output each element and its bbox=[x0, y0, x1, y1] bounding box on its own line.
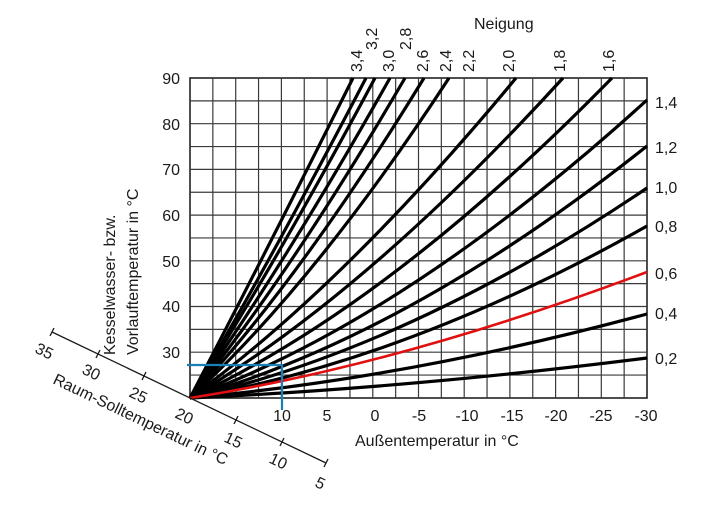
x-tick-10: 10 bbox=[273, 408, 291, 425]
slope-label-1-8: 1,8 bbox=[552, 50, 569, 72]
curve-3-4 bbox=[188, 77, 355, 399]
slope-label-0-4: 0,4 bbox=[655, 306, 677, 323]
slope-label-3-4: 3,4 bbox=[349, 50, 366, 72]
room-axis-ticks: 35 30 25 20 15 10 5 bbox=[32, 340, 327, 493]
slope-label-2-4: 2,4 bbox=[438, 50, 455, 72]
heating-curves bbox=[188, 76, 649, 400]
room-temperature-axis bbox=[49, 327, 329, 468]
x-tick-m30: -30 bbox=[634, 408, 657, 425]
y-tick-60: 60 bbox=[162, 208, 180, 225]
room-tick-25: 25 bbox=[126, 384, 149, 407]
curve-3-0 bbox=[188, 77, 377, 399]
curve-1-8 bbox=[189, 76, 565, 400]
x-tick-0: 0 bbox=[371, 408, 380, 425]
x-tick-5: 5 bbox=[323, 408, 332, 425]
slope-label-0-2: 0,2 bbox=[655, 351, 677, 368]
curve-0-4 bbox=[189, 312, 648, 400]
slope-label-2-8: 2,8 bbox=[398, 28, 415, 50]
slope-label-0-8: 0,8 bbox=[655, 219, 677, 236]
y-tick-30: 30 bbox=[162, 345, 180, 362]
y-axis-title: Kesselwasser- bzw. Vorlauftemperatur in … bbox=[102, 189, 142, 355]
y-tick-40: 40 bbox=[162, 299, 180, 316]
slope-label-2-6: 2,6 bbox=[415, 50, 432, 72]
curve-1-6 bbox=[189, 76, 614, 400]
y-axis-title-line2: Vorlauftemperatur in °C bbox=[125, 189, 142, 355]
y-axis-ticks: 90 80 70 60 50 40 30 bbox=[162, 71, 180, 362]
x-axis-title: Außentemperatur in °C bbox=[355, 433, 519, 450]
y-tick-80: 80 bbox=[162, 117, 180, 134]
curve-2-8 bbox=[188, 77, 392, 399]
room-tick-35: 35 bbox=[32, 340, 55, 363]
y-tick-70: 70 bbox=[162, 162, 180, 179]
x-tick-m25: -25 bbox=[589, 408, 612, 425]
curve-1-2 bbox=[189, 144, 648, 400]
curve-0-6-highlighted bbox=[189, 270, 648, 400]
x-tick-m15: -15 bbox=[500, 408, 523, 425]
chart-grid bbox=[189, 77, 648, 399]
room-tick-10: 10 bbox=[266, 450, 289, 473]
x-tick-m10: -10 bbox=[455, 408, 478, 425]
room-tick-20: 20 bbox=[172, 405, 195, 428]
slope-title: Neigung bbox=[474, 16, 534, 33]
room-tick-5: 5 bbox=[312, 474, 327, 493]
y-tick-50: 50 bbox=[162, 254, 180, 271]
slope-label-3-0: 3,0 bbox=[381, 50, 398, 72]
curve-0-8 bbox=[189, 224, 648, 400]
x-tick-m5: -5 bbox=[412, 408, 426, 425]
curve-1-0 bbox=[189, 186, 648, 400]
slope-label-2-2: 2,2 bbox=[461, 50, 478, 72]
reading-annotation bbox=[187, 363, 284, 410]
y-axis-title-line1: Kesselwasser- bzw. bbox=[102, 215, 119, 356]
curve-1-4 bbox=[189, 98, 649, 400]
slope-label-1-2: 1,2 bbox=[655, 140, 677, 157]
slope-label-1-6: 1,6 bbox=[601, 50, 618, 72]
room-tick-30: 30 bbox=[79, 361, 102, 384]
curve-0-2 bbox=[189, 356, 648, 400]
slope-labels-right: 1,4 1,2 1,0 0,8 0,6 0,4 0,2 bbox=[655, 95, 677, 368]
slope-label-1-4: 1,4 bbox=[655, 95, 677, 112]
room-tick-15: 15 bbox=[221, 429, 244, 452]
y-tick-90: 90 bbox=[162, 71, 180, 88]
slope-label-3-2: 3,2 bbox=[364, 28, 381, 50]
slope-label-2-0: 2,0 bbox=[501, 50, 518, 72]
slope-label-1-0: 1,0 bbox=[655, 180, 677, 197]
x-tick-m20: -20 bbox=[544, 408, 567, 425]
x-axis-ticks: 10 5 0 -5 -10 -15 -20 -25 -30 bbox=[273, 408, 658, 425]
curve-2-6 bbox=[188, 77, 407, 400]
slope-label-0-6: 0,6 bbox=[655, 266, 677, 283]
slope-labels-top: 3,4 3,2 3,0 2,8 2,6 2,4 2,2 2,0 1,8 1,6 bbox=[349, 28, 618, 72]
